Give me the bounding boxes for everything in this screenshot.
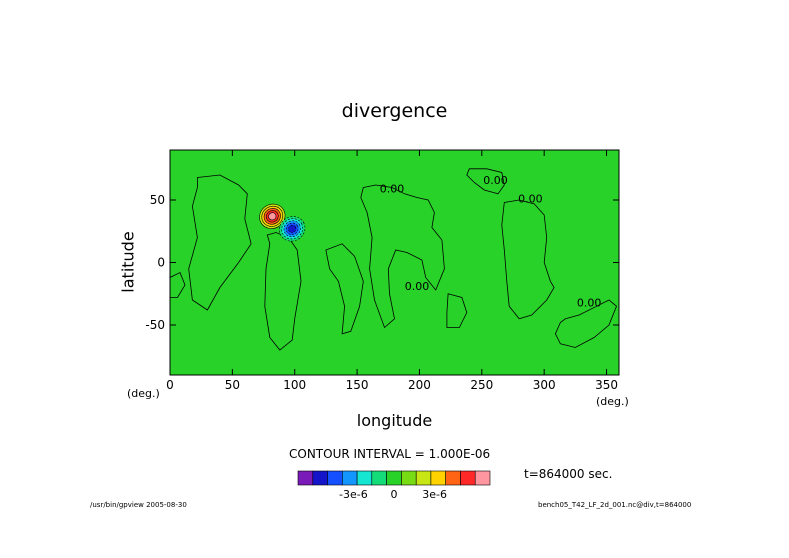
contour-label: 0.00 [483,174,508,187]
near-zero-region [554,299,617,348]
contour-label: 0.00 [518,193,543,206]
footer-command: /usr/bin/gpview 2005-08-30 [90,501,187,509]
colorbar-swatch [430,470,446,486]
near-zero-region [325,243,364,335]
colorbar: -3e-6 0 3e-6 [297,470,491,501]
x-tick-label: 300 [533,378,556,392]
near-zero-region [501,199,555,320]
y-tick-label: 50 [150,193,165,207]
near-zero-region [188,174,252,311]
colorbar-tick-label: 3e-6 [422,488,447,501]
x-tick-label: 250 [470,378,493,392]
contour-label: 0.00 [577,296,602,309]
near-zero-region [446,293,468,328]
colorbar-tick-label: 0 [391,488,398,501]
near-zero-region [170,271,186,298]
positive-lobe [268,212,277,221]
x-tick-label: 150 [346,378,369,392]
axes: 0 50 100 150 200 250 300 350 50 0 -50 [145,150,619,392]
colorbar-swatch [356,470,373,486]
x-axis-label: longitude [356,411,433,430]
y-tick-label: 0 [157,256,165,270]
near-zero-region [360,184,445,329]
near-zero-regions [170,168,617,351]
colorbar-swatch [327,470,343,486]
chart-title: divergence [341,100,448,122]
near-zero-region [466,168,505,195]
colorbar-swatch [371,470,387,486]
colorbar-swatch [312,470,328,486]
x-tick-label: 50 [225,378,240,392]
colorbar-swatch [341,470,358,486]
divergence-dipole [259,203,306,242]
footer-file: bench05_T42_LF_2d_001.nc@div,t=864000 [538,501,692,509]
x-axis-unit: (deg.) [127,387,160,400]
y-axis-unit: (deg.) [596,395,629,408]
colorbar-swatch [401,470,417,486]
negative-lobe [288,224,297,233]
colorbar-swatch [460,470,476,486]
colorbar-swatch [415,470,432,486]
colorbar-swatch [474,470,491,486]
colorbar-swatch [386,470,402,486]
time-label: t=864000 sec. [524,467,613,481]
colorbar-swatch [445,470,461,486]
colorbar-swatch [297,470,314,486]
colorbar-tick-label: -3e-6 [339,488,368,501]
contour-label: 0.00 [380,183,405,196]
contour-labels: 0.00 0.00 0.00 0.00 0.00 [380,174,602,309]
x-tick-label: 350 [595,378,618,392]
contour-interval-label: CONTOUR INTERVAL = 1.000E-06 [289,447,491,461]
x-tick-label: 200 [408,378,431,392]
x-tick-label: 0 [166,378,174,392]
y-tick-label: -50 [145,318,165,332]
x-tick-label: 100 [283,378,306,392]
contour-label: 0.00 [405,280,430,293]
